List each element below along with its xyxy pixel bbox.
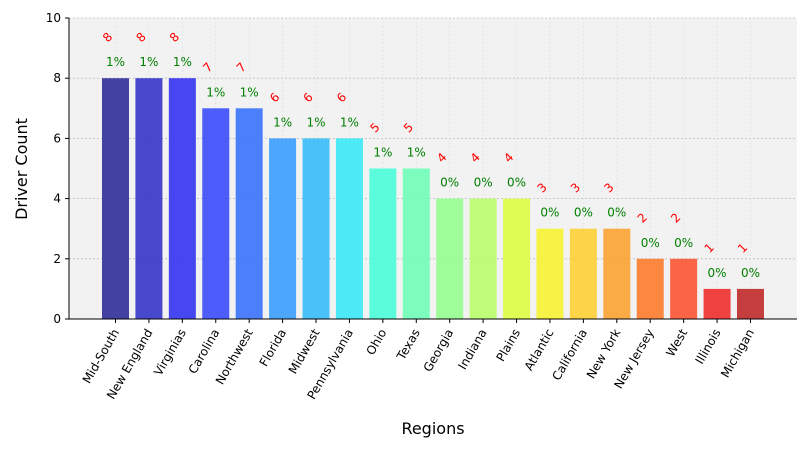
y-tick-label: 2 — [53, 252, 61, 266]
percent-label: 1% — [206, 85, 225, 99]
percent-label: 0% — [540, 206, 559, 220]
bar — [269, 138, 297, 319]
percent-label: 1% — [240, 85, 259, 99]
y-tick-label: 0 — [53, 312, 61, 326]
percent-label: 1% — [139, 55, 158, 69]
x-tick-label: Carolina — [186, 327, 223, 377]
bar — [703, 288, 731, 319]
bar — [168, 78, 196, 319]
x-tick-label: Virginias — [151, 327, 189, 379]
x-tick-label: Florida — [257, 327, 290, 369]
percent-label: 0% — [674, 236, 693, 250]
x-tick-label: Plains — [493, 327, 523, 364]
bar — [536, 228, 564, 319]
y-axis-title: Driver Count — [12, 118, 31, 220]
percent-label: 1% — [373, 146, 392, 160]
y-tick-label: 8 — [53, 71, 61, 85]
x-tick-label: Midwest — [286, 326, 323, 376]
y-tick-label: 10 — [46, 11, 61, 25]
x-tick-label: Illinois — [692, 327, 723, 367]
percent-label: 1% — [306, 115, 325, 129]
percent-label: 1% — [106, 55, 125, 69]
bar — [402, 168, 430, 319]
percent-label: 1% — [173, 55, 192, 69]
percent-label: 1% — [273, 115, 292, 129]
bar — [302, 138, 330, 319]
percent-label: 0% — [741, 266, 760, 280]
percent-label: 1% — [340, 115, 359, 129]
bars — [102, 78, 764, 319]
x-tick-label: Atlantic — [522, 327, 557, 374]
percent-label: 1% — [407, 146, 426, 160]
x-axis-title: Regions — [401, 419, 464, 438]
y-tick-label: 4 — [53, 192, 61, 206]
x-tick-label: Michigan — [718, 327, 757, 381]
bar — [670, 258, 698, 319]
percent-label: 0% — [708, 266, 727, 280]
x-tick-label: West — [663, 326, 690, 359]
bar — [135, 78, 163, 319]
x-tick-label: Georgia — [421, 327, 457, 375]
bar — [102, 78, 129, 319]
x-tick-label: Ohio — [363, 327, 389, 358]
x-tick-label: Texas — [394, 327, 423, 364]
y-tick-label: 6 — [53, 131, 61, 145]
bar — [369, 168, 397, 319]
percent-label: 0% — [641, 236, 660, 250]
bar — [636, 258, 664, 319]
bar — [335, 138, 363, 319]
bar — [736, 288, 764, 319]
bar — [202, 108, 230, 319]
percent-label: 0% — [607, 206, 626, 220]
percent-label: 0% — [440, 176, 459, 190]
bar — [569, 228, 597, 319]
bar — [603, 228, 631, 319]
bar — [469, 198, 497, 319]
bar — [503, 198, 531, 319]
bar — [235, 108, 263, 319]
percent-label: 0% — [574, 206, 593, 220]
x-tick-label: Indiana — [455, 327, 489, 372]
bar — [436, 198, 464, 319]
percent-label: 0% — [507, 176, 526, 190]
percent-label: 0% — [474, 176, 493, 190]
